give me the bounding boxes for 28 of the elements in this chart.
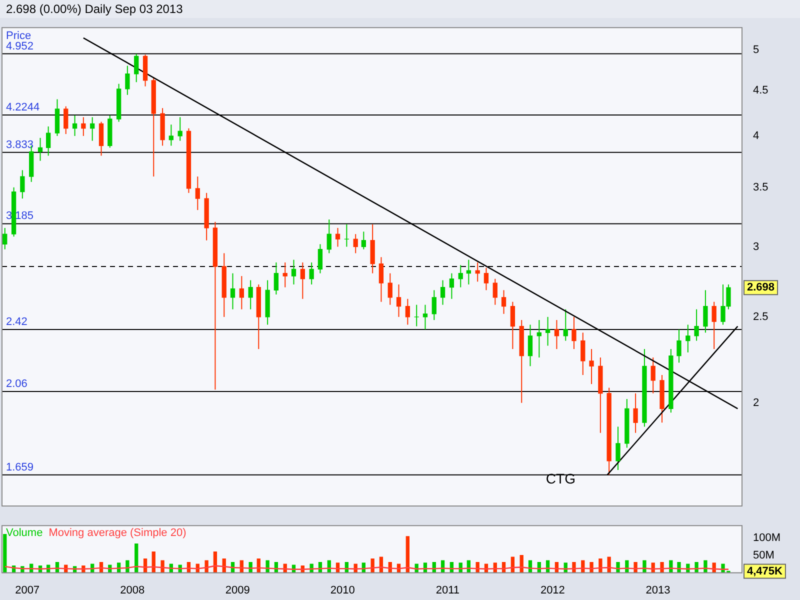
annotation: 4,475K [747, 565, 783, 578]
chart-title: 2.698 (0.00%) Daily Sep 03 2013 [0, 0, 800, 18]
x-tick-label: 2009 [225, 584, 250, 596]
y-tick-label: 100M [753, 532, 781, 544]
x-tick-label: 2013 [646, 584, 670, 596]
y-tick-label: 2 [753, 396, 760, 409]
y-tick-label: 3 [753, 240, 760, 253]
series-label: Volume [6, 527, 43, 540]
ref-line-label: 1.659 [6, 461, 34, 474]
y-axis-title: Price [6, 30, 32, 42]
ref-line-label: 2.06 [6, 378, 28, 390]
y-tick-label: 50M [753, 549, 774, 562]
ref-line-label: 3.833 [6, 138, 34, 151]
y-tick-label: 4.5 [753, 84, 768, 97]
ref-line-label: 2.42 [6, 316, 28, 328]
x-tick-label: 2010 [330, 584, 355, 596]
x-tick-label: 2012 [540, 584, 565, 596]
text: Moving average (Simple 20) [48, 527, 186, 540]
x-tick-label: 2007 [15, 584, 40, 596]
y-tick-label: 5 [753, 44, 760, 56]
ref-line-label: 4.2244 [6, 101, 40, 114]
y-tick-label: 2.5 [753, 310, 768, 323]
y-tick-label: 4 [753, 130, 760, 142]
y-tick-label: 3.5 [753, 181, 768, 194]
annotation: 2.698 [747, 282, 775, 294]
ref-line-label: 4.952 [6, 40, 34, 52]
x-tick-label: 2008 [120, 584, 145, 596]
x-tick-label: 2011 [436, 584, 460, 596]
